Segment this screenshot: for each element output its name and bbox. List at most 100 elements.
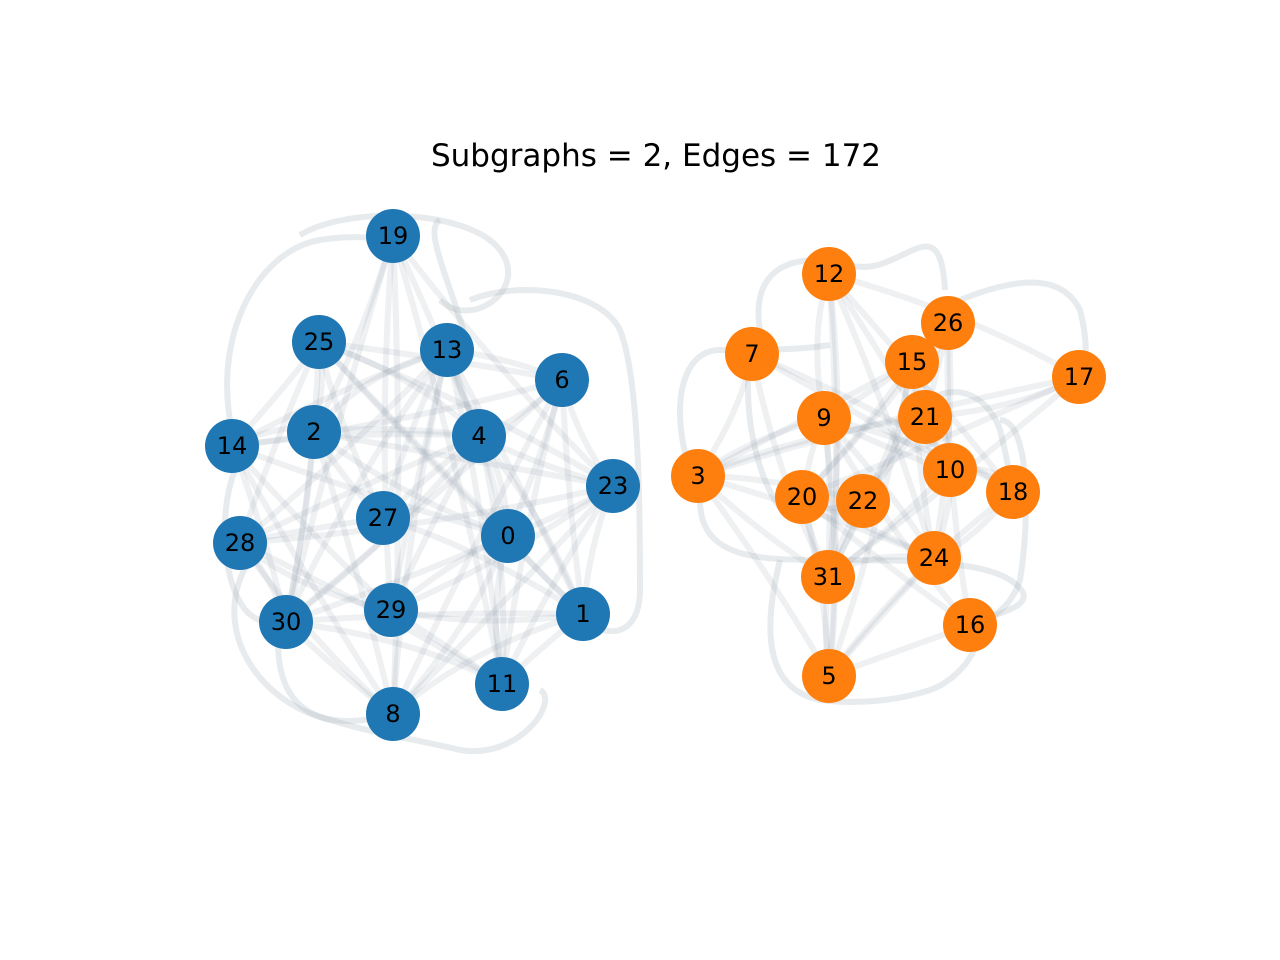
node-circle — [725, 327, 779, 381]
edge-13-28 — [237, 347, 450, 546]
node-2: 2 — [287, 405, 341, 459]
node-circle — [535, 353, 589, 407]
node-label: 22 — [848, 487, 879, 515]
node-circle — [775, 470, 829, 524]
node-label: 28 — [225, 529, 256, 557]
edge-13-30 — [283, 347, 450, 625]
node-circle — [475, 657, 529, 711]
edge-23-8 — [390, 483, 616, 717]
node-circle — [802, 649, 856, 703]
node-label: 10 — [935, 456, 966, 484]
node-circle — [802, 247, 856, 301]
edge-13-29 — [388, 347, 450, 613]
node-circle — [923, 443, 977, 497]
node-18: 18 — [986, 465, 1040, 519]
node-label: 8 — [385, 700, 400, 728]
edge-13-11 — [444, 347, 505, 687]
node-label: 14 — [217, 432, 248, 460]
edge-13-14 — [229, 347, 450, 449]
edge-19-8 — [390, 233, 402, 717]
edge-6-14 — [229, 377, 565, 449]
node-26: 26 — [921, 296, 975, 350]
node-20: 20 — [775, 470, 829, 524]
node-label: 13 — [432, 336, 463, 364]
node-circle — [671, 449, 725, 503]
node-circle — [205, 419, 259, 473]
node-27: 27 — [356, 491, 410, 545]
node-circle — [364, 583, 418, 637]
node-label: 4 — [471, 422, 486, 450]
node-label: 20 — [787, 483, 818, 511]
node-17: 17 — [1052, 350, 1106, 404]
node-label: 17 — [1064, 363, 1095, 391]
node-16: 16 — [943, 598, 997, 652]
node-circle — [420, 323, 474, 377]
node-circle — [797, 391, 851, 445]
node-23: 23 — [586, 459, 640, 513]
edge-3-5 — [695, 473, 832, 679]
node-circle — [986, 465, 1040, 519]
node-label: 26 — [933, 309, 964, 337]
node-label: 1 — [575, 600, 590, 628]
edge-23-28 — [237, 483, 616, 546]
edge-2-23 — [311, 429, 616, 489]
node-label: 27 — [368, 504, 399, 532]
node-circle — [885, 335, 939, 389]
node-11: 11 — [475, 657, 529, 711]
node-circle — [366, 687, 420, 741]
node-30: 30 — [259, 595, 313, 649]
node-29: 29 — [364, 583, 418, 637]
node-label: 6 — [554, 366, 569, 394]
node-circle — [556, 587, 610, 641]
edge-19-11 — [390, 233, 505, 687]
node-label: 7 — [744, 340, 759, 368]
node-label: 2 — [306, 418, 321, 446]
node-10: 10 — [923, 443, 977, 497]
node-3: 3 — [671, 449, 725, 503]
edge-18-5 — [826, 489, 1016, 679]
node-4: 4 — [452, 409, 506, 463]
edge-13-8 — [390, 347, 450, 717]
node-circle — [481, 509, 535, 563]
loop-edge-11 — [767, 559, 980, 705]
loop-edge-2 — [468, 287, 644, 635]
node-label: 31 — [813, 563, 844, 591]
node-circle — [801, 550, 855, 604]
edge-12-24 — [826, 271, 937, 561]
node-circle — [921, 296, 975, 350]
node-circle — [366, 209, 420, 263]
edge-7-31 — [749, 351, 831, 580]
node-label: 25 — [304, 328, 335, 356]
node-15: 15 — [885, 335, 939, 389]
edge-14-4 — [229, 431, 482, 449]
node-5: 5 — [802, 649, 856, 703]
edge-6-30 — [283, 377, 565, 625]
edge-6-8 — [390, 377, 565, 717]
node-8: 8 — [366, 687, 420, 741]
node-9: 9 — [797, 391, 851, 445]
node-1: 1 — [556, 587, 610, 641]
node-circle — [907, 531, 961, 585]
node-label: 21 — [910, 403, 941, 431]
edge-25-1 — [316, 339, 586, 617]
node-label: 3 — [690, 462, 705, 490]
node-label: 24 — [919, 544, 950, 572]
node-22: 22 — [836, 474, 890, 528]
edge-1-30 — [283, 610, 586, 625]
node-circle — [452, 409, 506, 463]
node-28: 28 — [213, 516, 267, 570]
node-circle — [356, 491, 410, 545]
node-19: 19 — [366, 209, 420, 263]
node-circle — [287, 405, 341, 459]
loop-edge-9 — [677, 342, 831, 471]
node-circle — [586, 459, 640, 513]
node-label: 12 — [814, 260, 845, 288]
edge-17-3 — [695, 374, 1082, 479]
node-25: 25 — [292, 315, 346, 369]
edge-9-16 — [821, 415, 973, 628]
node-21: 21 — [898, 390, 952, 444]
node-circle — [213, 516, 267, 570]
node-circle — [943, 598, 997, 652]
